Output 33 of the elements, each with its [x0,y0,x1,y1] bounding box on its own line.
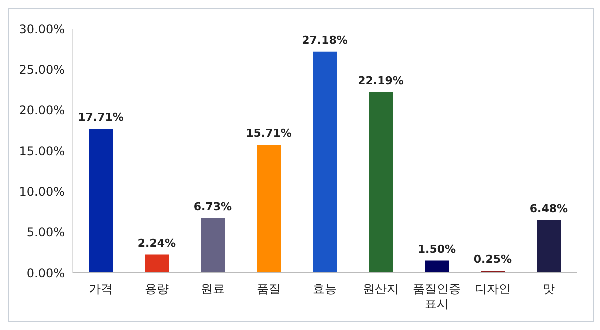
y-tick-label: 5.00% [26,226,65,240]
y-tick-label: 20.00% [19,104,65,118]
bar [201,218,225,273]
data-label: 1.50% [418,242,456,256]
bar [145,254,169,273]
bar [313,52,337,273]
data-label: 0.25% [474,252,512,266]
data-label: 17.71% [78,110,124,124]
x-tick-label: 품질 [257,282,281,296]
data-label: 6.48% [530,202,568,216]
bar [257,145,281,273]
data-label: 22.19% [358,74,404,88]
bar [89,128,113,273]
data-label: 15.71% [246,127,292,140]
x-tick-label: 원산지 [363,282,399,296]
y-tick-label: 30.00% [19,22,65,36]
data-label: 2.24% [138,236,176,250]
x-tick-label: 효능 [313,282,337,296]
data-label: 27.18% [302,34,348,47]
y-tick-label: 10.00% [19,184,65,199]
bar [537,220,561,273]
x-tick-label: 가격 [89,282,113,296]
x-tick-label: 맛 [543,282,555,296]
y-tick-label: 0.00% [26,266,65,280]
y-tick-label: 15.00% [19,144,65,158]
data-label: 6.73% [194,200,232,214]
x-tick-label: 원료 [201,282,225,296]
x-tick-label: 디자인 [475,282,511,296]
x-tick-label: 용량 [145,282,169,296]
bar [425,260,449,273]
bar [369,92,393,273]
y-tick-label: 25.00% [19,62,65,77]
x-tick-label: 품질인증표시 [413,282,461,311]
